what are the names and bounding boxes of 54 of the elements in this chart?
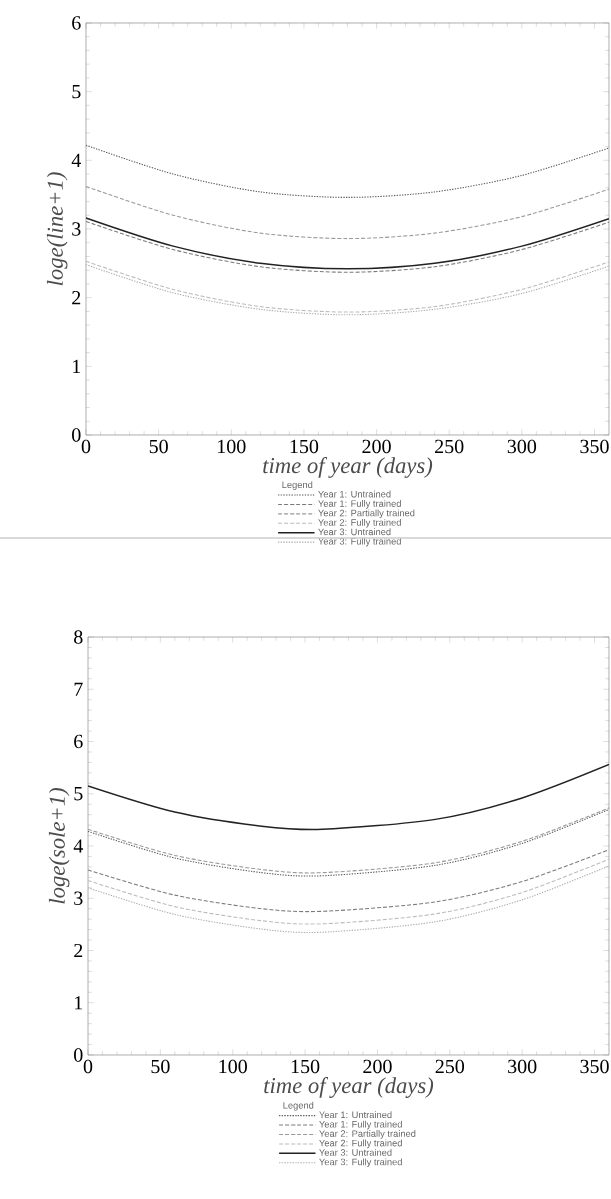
x-tick-label: 150 (291, 1059, 320, 1074)
legend-label: Year 2: Fully trained (318, 518, 401, 528)
y-tick-label: 3 (74, 891, 83, 905)
y-tick-label: 5 (72, 85, 81, 99)
y-tick-label: 2 (74, 943, 83, 958)
y-tick-label: 7 (74, 682, 83, 696)
legend-label: Year 1: Untrained (318, 490, 391, 498)
y-tick-label: 6 (74, 734, 83, 749)
x-tick-label: 200 (363, 1059, 392, 1074)
legend-label: Year 2: Fully trained (319, 1139, 402, 1149)
line-series (88, 763, 609, 831)
x-tick-label: 350 (580, 439, 609, 454)
line-series (88, 858, 609, 925)
y-tick-label: 1 (73, 359, 81, 373)
legend-title: Legend (283, 1101, 314, 1111)
legend-label: Year 1: Fully trained (318, 500, 401, 509)
y-tick-label: 6 (72, 16, 81, 30)
legend-label: Year 3: Untrained (318, 528, 391, 536)
legend-label: Year 1: Untrained (319, 1111, 392, 1119)
legend-title: Legend (282, 481, 313, 490)
y-tick-label: 2 (72, 291, 81, 305)
legend-label: Year 3: Untrained (319, 1148, 392, 1156)
line-series (86, 144, 609, 198)
x-tick-label: 350 (580, 1059, 609, 1074)
y-tick-label: 1 (75, 996, 83, 1010)
x-tick-label: 100 (218, 439, 246, 454)
x-tick-label: 50 (149, 439, 168, 454)
y-tick-label: 4 (73, 839, 83, 853)
y-tick-label: 3 (72, 222, 81, 236)
line-series (88, 865, 609, 934)
y-tick-label: 4 (71, 153, 81, 167)
y-axis-title: loge(line+1) (46, 172, 68, 286)
x-tick-label: 300 (507, 439, 537, 454)
line-series (88, 849, 609, 913)
y-tick-label: 5 (74, 787, 83, 801)
y-tick-label: 0 (72, 428, 81, 442)
legend-label: Year 1: Fully trained (319, 1120, 402, 1130)
x-tick-label: 250 (435, 1059, 465, 1074)
legend-label: Year 3: Fully trained (318, 537, 401, 547)
y-tick-label: 8 (74, 630, 83, 644)
legend-label: Year 2: Partially trained (318, 509, 415, 519)
x-tick-label: 200 (362, 439, 391, 454)
line-series (86, 185, 609, 240)
x-tick-label: 150 (290, 439, 319, 454)
y-axis-title: loge(sole+1) (48, 788, 70, 904)
x-axis-title: time of year (days) (264, 1077, 434, 1098)
x-axis-title: time of year (days) (263, 457, 433, 478)
x-tick-label: 250 (435, 439, 464, 454)
x-tick-label: 300 (508, 1059, 537, 1074)
x-tick-label: 50 (151, 1059, 170, 1074)
legend-label: Year 3: Fully trained (319, 1158, 402, 1168)
x-tick-label: 100 (219, 1059, 247, 1074)
y-tick-label: 0 (74, 1048, 83, 1062)
legend-label: Year 2: Partially trained (319, 1130, 416, 1139)
